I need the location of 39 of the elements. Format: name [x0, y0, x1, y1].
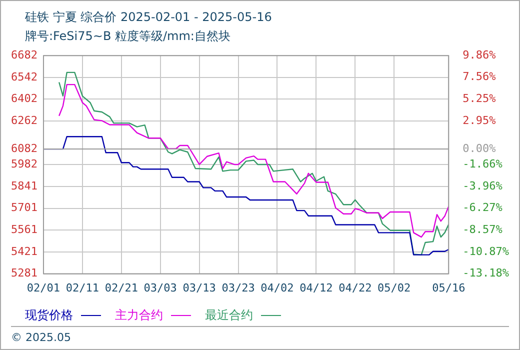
y-tick-label: 5281	[10, 266, 38, 280]
legend-label: 最近合约	[205, 307, 254, 324]
y2-tick-label: 0.00%	[462, 142, 496, 155]
y-tick-label: 5561	[10, 223, 38, 236]
y2-tick-label: -8.57%	[462, 223, 503, 236]
x-tick-label: 05/02	[378, 281, 411, 294]
y2-tick-label: -3.96%	[462, 179, 503, 192]
text: © 2025.05	[11, 331, 71, 344]
y-tick-label: 6682	[10, 48, 38, 62]
x-tick-label: 04/02	[260, 281, 294, 294]
x-tick-label: 03/13	[182, 281, 216, 294]
y-tick-label: 5841	[10, 179, 38, 192]
y-tick-label: 6402	[10, 92, 38, 106]
y-tick-label: 6082	[10, 142, 38, 155]
y-tick-label: 6262	[10, 114, 38, 127]
y-tick-label: 6542	[10, 70, 38, 84]
y2-tick-label: 5.25%	[462, 92, 496, 106]
y2-tick-label: 7.56%	[462, 70, 496, 84]
y2-tick-label: -1.66%	[462, 158, 503, 171]
x-tick-label: 02/11	[66, 281, 100, 294]
legend-label: 现货价格	[25, 307, 74, 324]
y2-tick-label: -6.27%	[462, 201, 503, 214]
y2-tick-label: -13.18%	[462, 266, 510, 280]
y-tick-label: 5982	[10, 157, 38, 170]
x-tick-label: 02/01	[26, 281, 60, 294]
chart-subtitle: 牌号:FeSi75~B 粒度等级/mm:自然块	[25, 28, 230, 45]
x-tick-label: 04/22	[338, 281, 372, 294]
y-tick-label: 5421	[10, 244, 38, 258]
x-tick-label: 04/12	[300, 281, 333, 294]
legend-label: 主力合约	[115, 307, 164, 324]
y2-tick-label: 9.86%	[462, 48, 496, 62]
x-tick-label: 02/21	[104, 281, 138, 294]
y2-tick-label: -10.87%	[462, 244, 510, 258]
chart-title: 硅铁 宁夏 综合价 2025-02-01 - 2025-05-16	[25, 9, 272, 26]
y-tick-label: 5701	[10, 201, 38, 214]
y2-tick-label: 2.95%	[462, 114, 496, 127]
x-tick-label: 05/16	[432, 281, 466, 294]
x-tick-label: 03/23	[222, 281, 255, 294]
x-tick-label: 03/03	[144, 281, 177, 294]
